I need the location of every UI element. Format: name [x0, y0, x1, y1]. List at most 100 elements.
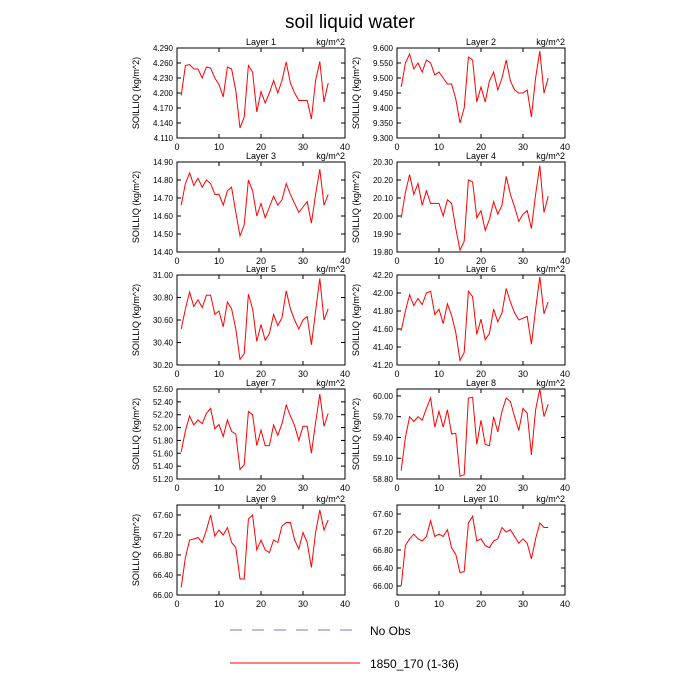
y-tick-label: 14.80 [153, 176, 174, 185]
y-tick-label: 20.20 [373, 176, 394, 185]
y-tick-label: 9.500 [373, 74, 394, 83]
x-tick-label: 10 [214, 142, 224, 152]
plot-frame [176, 504, 346, 596]
x-tick-label: 40 [560, 142, 570, 152]
panel-units: kg/m^2 [316, 264, 345, 274]
y-tick-label: 59.70 [373, 413, 394, 422]
y-tick-label: 67.60 [373, 510, 394, 519]
x-tick-label: 0 [174, 256, 179, 266]
y-tick-label: 9.300 [373, 134, 394, 143]
panel-title: Layer 10 [463, 494, 498, 504]
y-tick-label: 20.30 [373, 158, 394, 167]
y-tick-label: 14.50 [153, 230, 174, 239]
y-tick-label: 9.400 [373, 104, 394, 113]
x-tick-label: 30 [298, 369, 308, 379]
x-tick-label: 40 [560, 599, 570, 609]
series-line [180, 394, 329, 471]
y-tick-label: 41.80 [373, 307, 394, 316]
series-line [180, 509, 329, 588]
y-tick-label: 19.90 [373, 230, 394, 239]
panel-layer-3: Layer 3 kg/m^2 0 10 20 30 40 14.40 14.50 14.60 14.… [131, 151, 350, 266]
x-tick-label: 10 [214, 483, 224, 493]
y-tick-label: 59.10 [373, 454, 394, 463]
panel-units: kg/m^2 [536, 264, 565, 274]
series-line [180, 169, 329, 238]
y-tick-label: 4.260 [153, 59, 174, 68]
panel-layer-8: Layer 8 kg/m^2 0 10 20 30 40 58.80 59.10 59.40 59.… [351, 378, 570, 493]
x-tick-label: 40 [340, 256, 350, 266]
y-tick-label: 67.20 [153, 531, 174, 540]
x-tick-label: 30 [518, 599, 528, 609]
panel-units: kg/m^2 [536, 37, 565, 47]
y-tick-label: 66.00 [373, 582, 394, 591]
panel-title: Layer 3 [246, 151, 276, 161]
series-line [400, 276, 549, 363]
y-tick-label: 66.80 [153, 551, 174, 560]
y-tick-label: 4.230 [153, 74, 174, 83]
y-tick-label: 9.600 [373, 44, 394, 53]
y-tick-label: 14.90 [153, 158, 174, 167]
y-tick-label: 14.70 [153, 194, 174, 203]
panel-layer-6: Layer 6 kg/m^2 0 10 20 30 40 41.20 41.40 41.60 41.… [351, 264, 570, 379]
x-tick-label: 0 [394, 256, 399, 266]
panel-title: Layer 8 [466, 378, 496, 388]
plot-frame [396, 504, 566, 596]
legend: No Obs 1850_170 (1-36) [230, 624, 459, 671]
x-tick-label: 10 [434, 369, 444, 379]
x-tick-label: 30 [298, 256, 308, 266]
x-tick-label: 0 [174, 599, 179, 609]
y-tick-label: 42.00 [373, 289, 394, 298]
y-tick-label: 66.00 [153, 591, 174, 600]
y-tick-label: 30.20 [153, 361, 174, 370]
y-tick-label: 52.40 [153, 398, 174, 407]
series-line [400, 514, 549, 587]
panel-layer-9: Layer 9 kg/m^2 0 10 20 30 40 66.00 66.40 66.80 67.… [131, 494, 350, 609]
panel-units: kg/m^2 [316, 494, 345, 504]
series-legend-label: 1850_170 (1-36) [370, 657, 459, 671]
y-tick-label: 41.60 [373, 325, 394, 334]
panel-title: Layer 6 [466, 264, 496, 274]
y-tick-label: 51.80 [153, 436, 174, 445]
y-tick-label: 66.40 [373, 564, 394, 573]
x-tick-label: 0 [394, 369, 399, 379]
y-tick-label: 59.40 [373, 433, 394, 442]
x-tick-label: 0 [174, 142, 179, 152]
x-tick-label: 10 [214, 256, 224, 266]
x-tick-label: 30 [518, 369, 528, 379]
y-tick-label: 52.60 [153, 385, 174, 394]
x-tick-label: 0 [394, 142, 399, 152]
x-tick-label: 20 [256, 256, 266, 266]
y-tick-label: 67.20 [373, 528, 394, 537]
panel-units: kg/m^2 [536, 151, 565, 161]
panel-units: kg/m^2 [316, 151, 345, 161]
x-tick-label: 0 [394, 599, 399, 609]
x-tick-label: 30 [298, 599, 308, 609]
y-tick-label: 41.20 [373, 361, 394, 370]
panel-layer-5: Layer 5 kg/m^2 0 10 20 30 40 30.20 30.40 30.60 30.… [131, 264, 350, 379]
y-tick-label: 52.20 [153, 411, 174, 420]
x-tick-label: 10 [214, 599, 224, 609]
x-tick-label: 20 [476, 369, 486, 379]
plot-frame [396, 161, 566, 253]
y-tick-label: 4.290 [153, 44, 174, 53]
y-axis-label: SOILLIQ (kg/m^2) [131, 514, 141, 586]
x-tick-label: 10 [434, 483, 444, 493]
x-tick-label: 40 [340, 369, 350, 379]
x-tick-label: 20 [476, 483, 486, 493]
y-tick-label: 9.550 [373, 59, 394, 68]
chart-panels: Layer 1 kg/m^2 0 10 20 30 40 4.110 4.140 4.170 4.2… [131, 37, 570, 609]
y-axis-label: SOILLIQ (kg/m^2) [351, 57, 361, 129]
y-tick-label: 30.40 [153, 339, 174, 348]
y-axis-label: SOILLIQ (kg/m^2) [131, 398, 141, 470]
series-line [400, 165, 549, 252]
no-obs-legend-label: No Obs [370, 624, 411, 638]
y-tick-label: 67.60 [153, 511, 174, 520]
x-tick-label: 20 [256, 599, 266, 609]
y-tick-label: 4.140 [153, 119, 174, 128]
x-tick-label: 30 [298, 142, 308, 152]
plot-frame [176, 161, 346, 253]
x-tick-label: 40 [340, 599, 350, 609]
x-tick-label: 0 [394, 483, 399, 493]
y-tick-label: 30.60 [153, 316, 174, 325]
